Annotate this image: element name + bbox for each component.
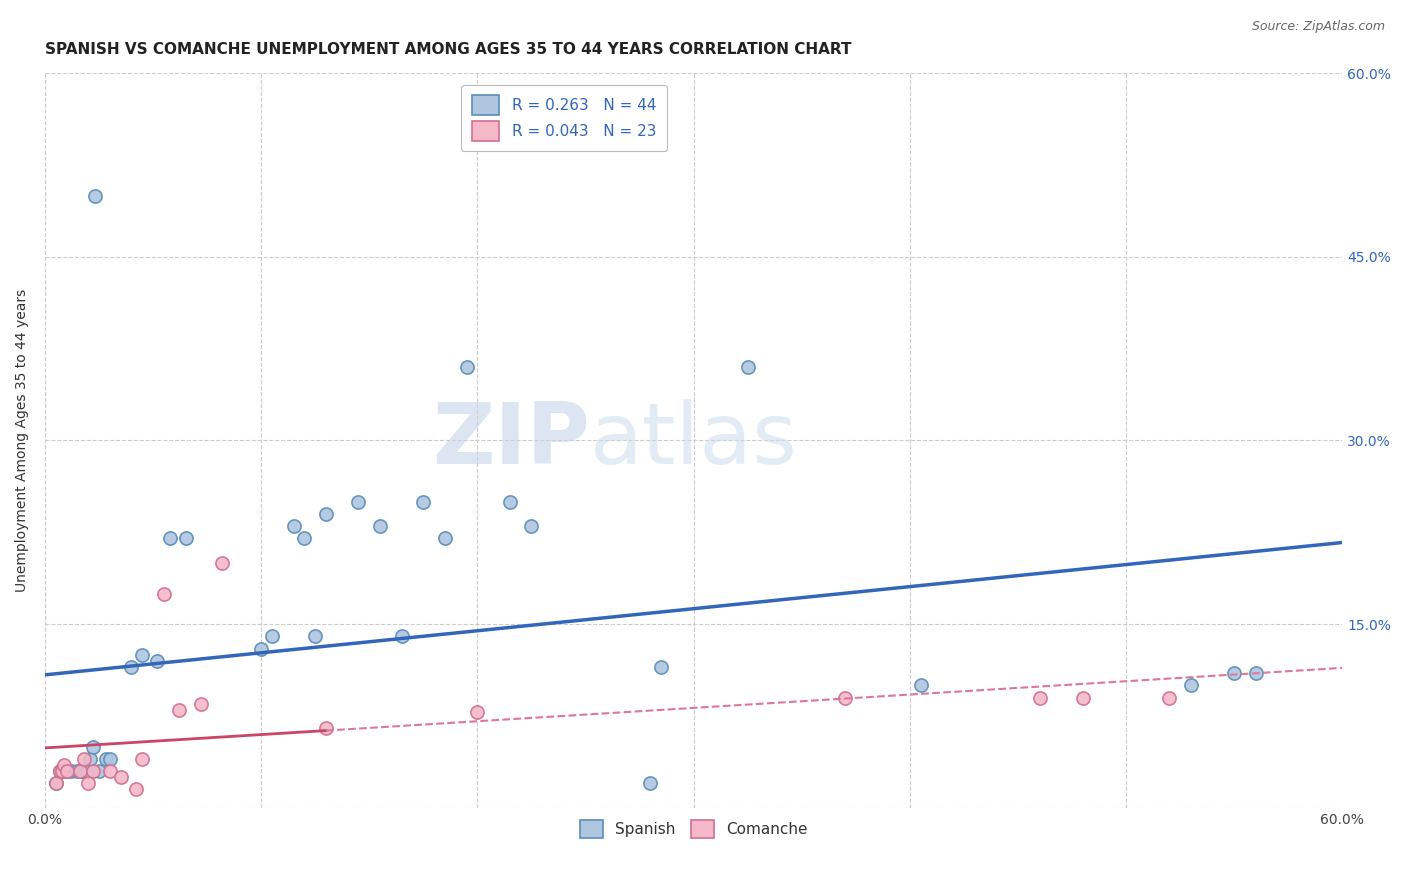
- Point: [347, 494, 370, 508]
- Point: [650, 660, 672, 674]
- Point: [131, 752, 153, 766]
- Point: [211, 556, 233, 570]
- Text: SPANISH VS COMANCHE UNEMPLOYMENT AMONG AGES 35 TO 44 YEARS CORRELATION CHART: SPANISH VS COMANCHE UNEMPLOYMENT AMONG A…: [45, 42, 852, 57]
- Point: [70, 764, 93, 778]
- Point: [456, 359, 478, 374]
- Point: [125, 782, 148, 797]
- Point: [98, 764, 121, 778]
- Point: [94, 752, 117, 766]
- Point: [1159, 690, 1181, 705]
- Point: [83, 188, 105, 202]
- Point: [53, 764, 76, 778]
- Point: [294, 532, 316, 546]
- Point: [640, 776, 662, 790]
- Point: [190, 697, 212, 711]
- Point: [110, 770, 132, 784]
- Point: [55, 764, 77, 778]
- Point: [499, 494, 522, 508]
- Point: [55, 764, 77, 778]
- Point: [159, 532, 181, 546]
- Point: [834, 690, 856, 705]
- Point: [79, 752, 101, 766]
- Point: [77, 764, 100, 778]
- Text: atlas: atlas: [591, 399, 797, 482]
- Point: [49, 764, 72, 778]
- Point: [467, 705, 489, 719]
- Point: [51, 764, 73, 778]
- Point: [69, 764, 91, 778]
- Point: [73, 764, 96, 778]
- Point: [75, 764, 97, 778]
- Point: [174, 532, 197, 546]
- Point: [520, 519, 543, 533]
- Point: [120, 660, 142, 674]
- Y-axis label: Unemployment Among Ages 35 to 44 years: Unemployment Among Ages 35 to 44 years: [15, 289, 30, 592]
- Point: [315, 721, 337, 735]
- Text: ZIP: ZIP: [432, 399, 591, 482]
- Point: [304, 629, 326, 643]
- Point: [53, 758, 76, 772]
- Point: [433, 532, 456, 546]
- Point: [98, 752, 121, 766]
- Point: [131, 648, 153, 662]
- Point: [59, 764, 82, 778]
- Point: [69, 764, 91, 778]
- Point: [1180, 678, 1202, 692]
- Point: [283, 519, 305, 533]
- Point: [737, 359, 759, 374]
- Point: [77, 776, 100, 790]
- Point: [315, 507, 337, 521]
- Point: [45, 776, 67, 790]
- Legend: Spanish, Comanche: Spanish, Comanche: [574, 814, 814, 844]
- Point: [1244, 666, 1267, 681]
- Point: [66, 764, 89, 778]
- Point: [412, 494, 434, 508]
- Point: [153, 586, 176, 600]
- Point: [82, 764, 104, 778]
- Point: [73, 752, 96, 766]
- Point: [82, 739, 104, 754]
- Point: [1071, 690, 1094, 705]
- Point: [910, 678, 932, 692]
- Point: [391, 629, 413, 643]
- Point: [260, 629, 283, 643]
- Point: [49, 764, 72, 778]
- Point: [146, 654, 169, 668]
- Point: [250, 641, 273, 656]
- Point: [51, 764, 73, 778]
- Point: [368, 519, 391, 533]
- Point: [1028, 690, 1050, 705]
- Text: Source: ZipAtlas.com: Source: ZipAtlas.com: [1251, 20, 1385, 33]
- Point: [87, 764, 110, 778]
- Point: [1223, 666, 1246, 681]
- Point: [45, 776, 67, 790]
- Point: [167, 703, 190, 717]
